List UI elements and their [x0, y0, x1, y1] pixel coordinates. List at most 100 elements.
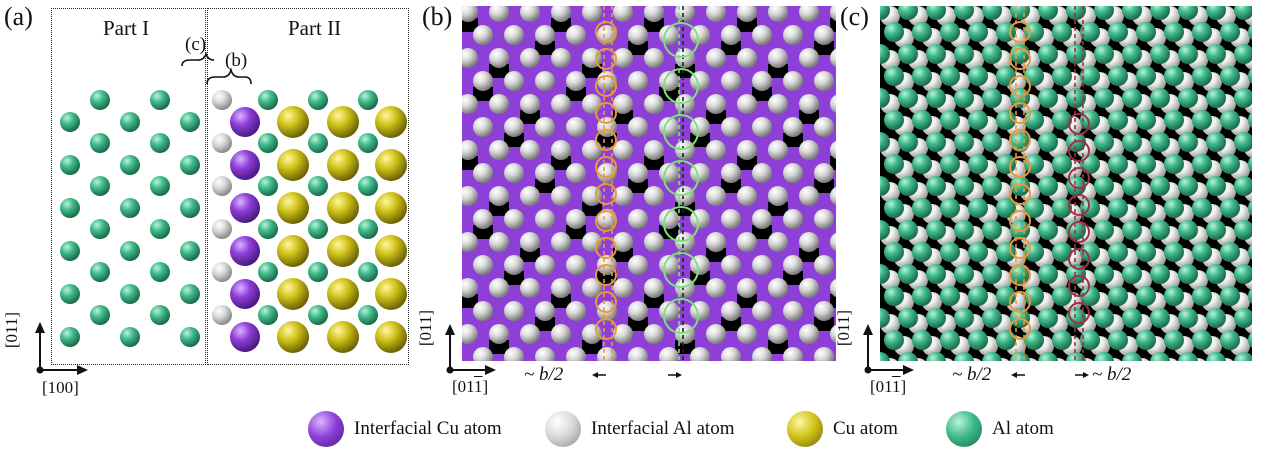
cu-atom: [327, 278, 359, 310]
lattice-gap: [690, 133, 710, 147]
al-atom: [912, 330, 932, 350]
marker-ring-orange: [1009, 264, 1031, 286]
al-atom: [898, 88, 918, 108]
lattice-gap: [489, 340, 509, 354]
marker-ring-orange: [595, 264, 617, 286]
al-atom: [1192, 154, 1212, 174]
interfacial-al-atom: [675, 278, 695, 298]
interfacial-al-atom: [644, 232, 664, 252]
interfacial-al-atom: [752, 301, 772, 321]
interfacial-al-atom: [504, 301, 524, 321]
al-atom: [1150, 264, 1170, 284]
al-atom: [1234, 264, 1252, 284]
al-atom: [968, 242, 988, 262]
al-atom: [1010, 132, 1030, 152]
al-atom: [150, 219, 170, 239]
al-atom: [1206, 264, 1226, 284]
al-atom: [926, 352, 946, 361]
marker-ring-orange: [1009, 75, 1031, 97]
marker-ring-green: [663, 160, 699, 196]
lattice-gap: [830, 156, 836, 170]
interfacial-al-atom: [768, 48, 788, 68]
al-atom: [1136, 66, 1156, 86]
interfacial-al-atom: [504, 71, 524, 91]
interfacial-al-atom: [462, 278, 478, 298]
marker-ring-orange: [1009, 210, 1031, 232]
al-atom: [1164, 110, 1184, 130]
al-atom: [1010, 352, 1030, 361]
panel-a-axis-h: [100]: [42, 378, 79, 397]
lattice-gap: [814, 317, 834, 331]
al-atom: [954, 132, 974, 152]
al-atom: [1164, 22, 1184, 42]
marker-ring-orange: [1009, 183, 1031, 205]
al-atom: [954, 264, 974, 284]
interfacial-al-atom: [613, 324, 633, 344]
lattice-gap: [582, 202, 602, 216]
marker-ring-orange: [595, 102, 617, 124]
interfacial-al-atom: [799, 232, 819, 252]
interfacial-al-atom: [737, 278, 757, 298]
al-atom: [898, 44, 918, 64]
al-atom: [898, 132, 918, 152]
interfacial-al-atom: [768, 94, 788, 114]
al-atom: [880, 352, 890, 361]
al-atom: [954, 88, 974, 108]
lattice-gap: [644, 156, 664, 170]
interfacial-al-atom: [551, 48, 571, 68]
lattice-gap: [783, 271, 803, 285]
legend-label: Cu atom: [833, 418, 898, 439]
interfacial-al-atom: [675, 94, 695, 114]
al-atom: [180, 241, 200, 261]
interfacial-al-atom: [799, 94, 819, 114]
al-atom: [898, 6, 918, 20]
al-atom: [926, 88, 946, 108]
interfacial-al-atom: [752, 117, 772, 137]
al-atom: [968, 154, 988, 174]
al-atom: [898, 308, 918, 328]
al-atom: [150, 90, 170, 110]
interfacial-al-atom: [566, 301, 586, 321]
al-atom: [1080, 242, 1100, 262]
al-atom: [954, 220, 974, 240]
al-atom: [982, 220, 1002, 240]
interfacial-al-atom: [628, 347, 648, 361]
al-atom: [968, 110, 988, 130]
interfacial-al-atom: [737, 232, 757, 252]
al-atom: [968, 22, 988, 42]
interfacial-al-atom: [675, 232, 695, 252]
interfacial-al-atom: [752, 71, 772, 91]
al-atom: [1234, 132, 1252, 152]
al-atom: [1220, 110, 1240, 130]
al-atom: [308, 262, 328, 282]
interfacial-al-atom: [783, 209, 803, 229]
panel-c-image: [880, 6, 1252, 361]
interfacial-al-atom: [675, 186, 695, 206]
lattice-gap: [504, 271, 524, 285]
interfacial-al-atom: [212, 133, 232, 153]
lattice-gap: [721, 41, 741, 55]
lattice-gap: [768, 64, 788, 78]
interfacial-al-atom: [462, 140, 478, 160]
interfacial-al-atom: [783, 25, 803, 45]
al-atom: [1234, 6, 1252, 20]
al-atom: [1094, 6, 1114, 20]
interfacial-al-atom: [783, 301, 803, 321]
al-atom: [1192, 22, 1212, 42]
interfacial-al-atom: [830, 94, 836, 114]
interfacial-al-atom: [706, 6, 726, 22]
al-atom: [60, 327, 80, 347]
interfacial-al-atom: [830, 6, 836, 22]
lattice-gap: [628, 41, 648, 55]
lattice-gap: [768, 340, 788, 354]
interfacial-al-atom: [752, 163, 772, 183]
lattice-gap: [737, 294, 757, 308]
interfacial-al-atom: [489, 94, 509, 114]
al-atom: [1248, 24, 1252, 40]
al-atom: [884, 198, 904, 218]
al-atom: [1248, 288, 1252, 304]
interfacial-al-atom: [644, 94, 664, 114]
interfacial-al-atom: [473, 163, 493, 183]
al-atom: [1066, 352, 1086, 361]
al-atom: [1052, 110, 1072, 130]
